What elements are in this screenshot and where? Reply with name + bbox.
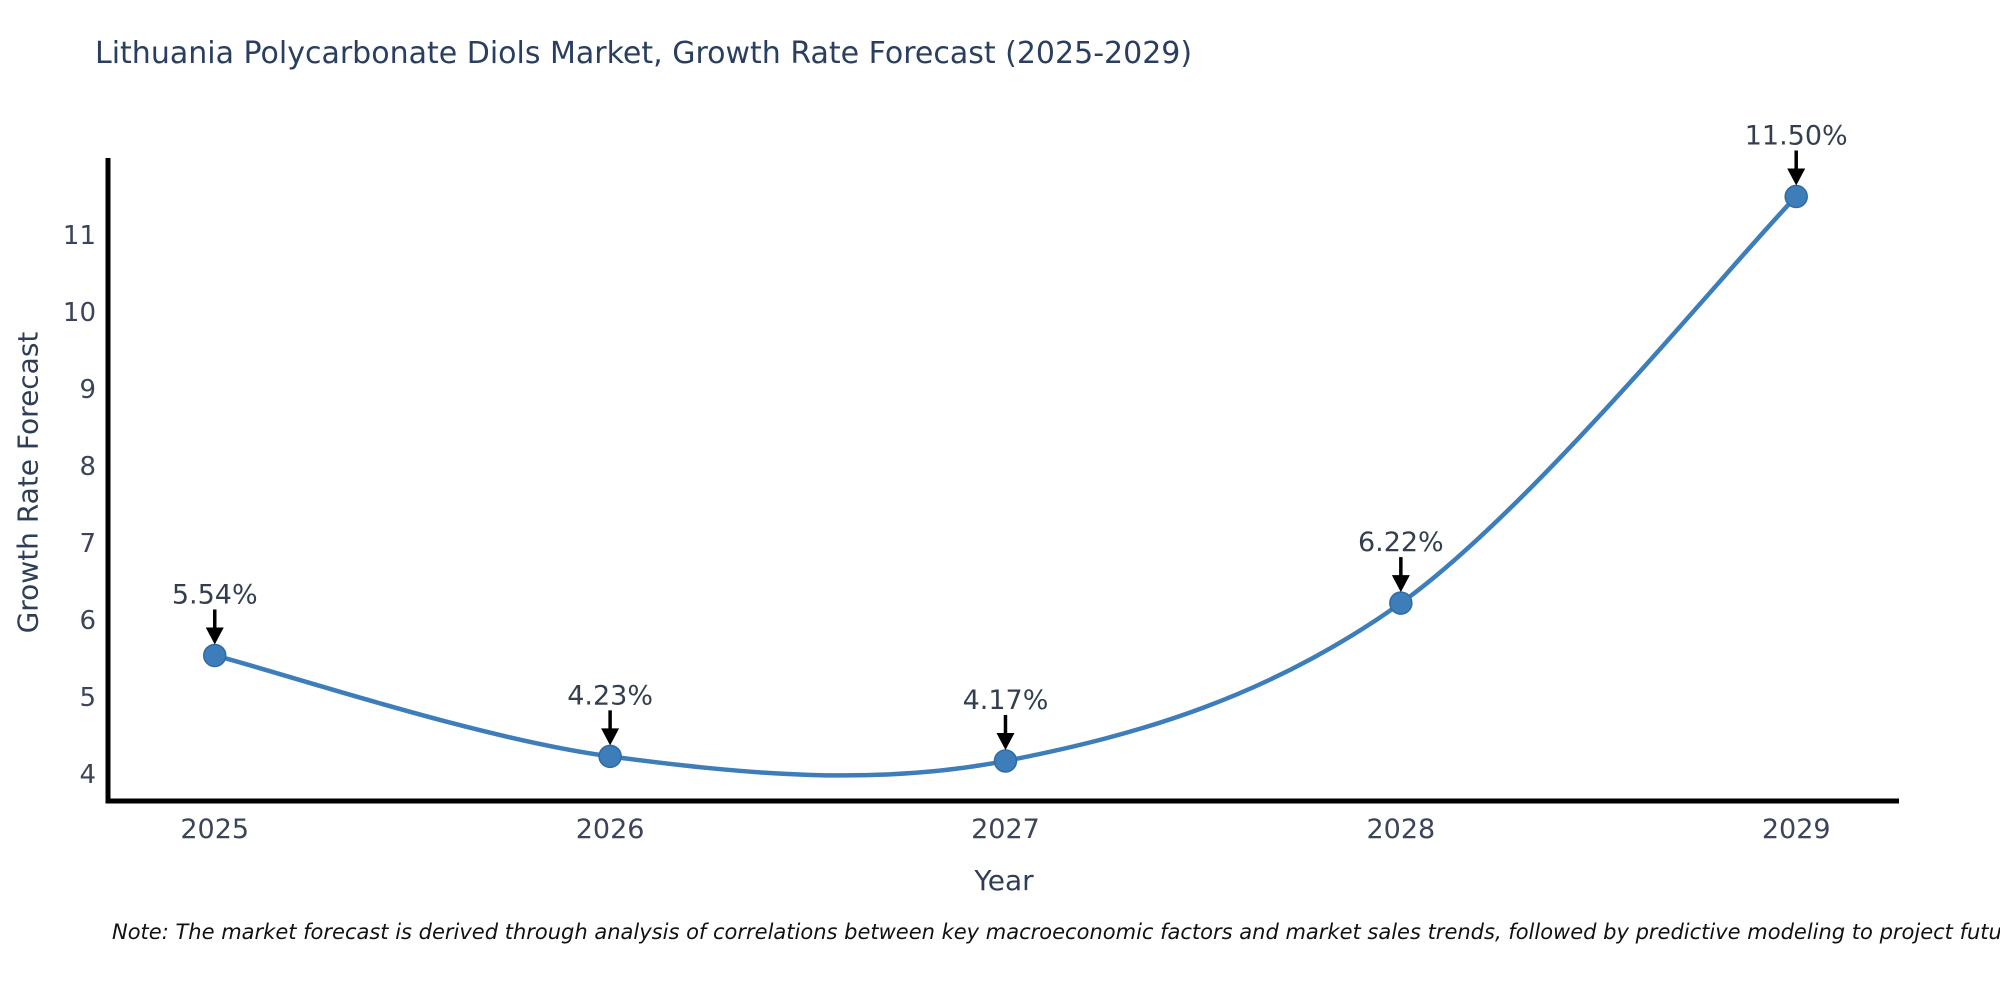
annotation-arrow-head — [601, 728, 620, 746]
y-tick-label: 5 — [79, 683, 96, 713]
x-axis-label: Year — [974, 864, 1034, 897]
annotation-arrow-head — [996, 732, 1015, 750]
data-point-label: 4.17% — [963, 685, 1049, 716]
footnote: Note: The market forecast is derived thr… — [112, 920, 2000, 944]
x-tick-label: 2029 — [1762, 814, 1831, 845]
y-tick-label: 7 — [79, 529, 96, 559]
x-tick-label: 2028 — [1366, 814, 1435, 845]
data-point-marker — [993, 749, 1018, 773]
data-point-marker — [202, 643, 227, 668]
x-tick-label: 2027 — [971, 814, 1040, 845]
annotation-arrow-head — [205, 627, 224, 645]
annotation-arrow-head — [1391, 575, 1410, 593]
data-point-label: 11.50% — [1745, 121, 1848, 152]
y-tick-label: 8 — [79, 452, 96, 482]
line-series-path — [212, 194, 1799, 778]
data-point-label: 4.23% — [567, 680, 653, 711]
data-point-marker — [598, 744, 622, 769]
y-tick-label: 11 — [63, 221, 96, 251]
annotation-arrow-head — [1787, 168, 1806, 186]
x-tick-label: 2026 — [576, 814, 645, 845]
y-tick-label: 4 — [79, 760, 96, 790]
data-point-marker — [1389, 591, 1413, 615]
y-tick-label: 9 — [79, 375, 96, 405]
data-point-label: 6.22% — [1358, 527, 1444, 558]
chart-title: Lithuania Polycarbonate Diols Market, Gr… — [95, 36, 1193, 71]
y-tick-label: 10 — [63, 298, 96, 328]
y-tick-label: 6 — [79, 606, 96, 636]
data-point-label: 5.54% — [172, 579, 258, 610]
x-tick-label: 2025 — [180, 814, 249, 845]
y-axis-label: Growth Rate Forecast — [11, 331, 45, 634]
data-point-marker — [1784, 184, 1808, 209]
